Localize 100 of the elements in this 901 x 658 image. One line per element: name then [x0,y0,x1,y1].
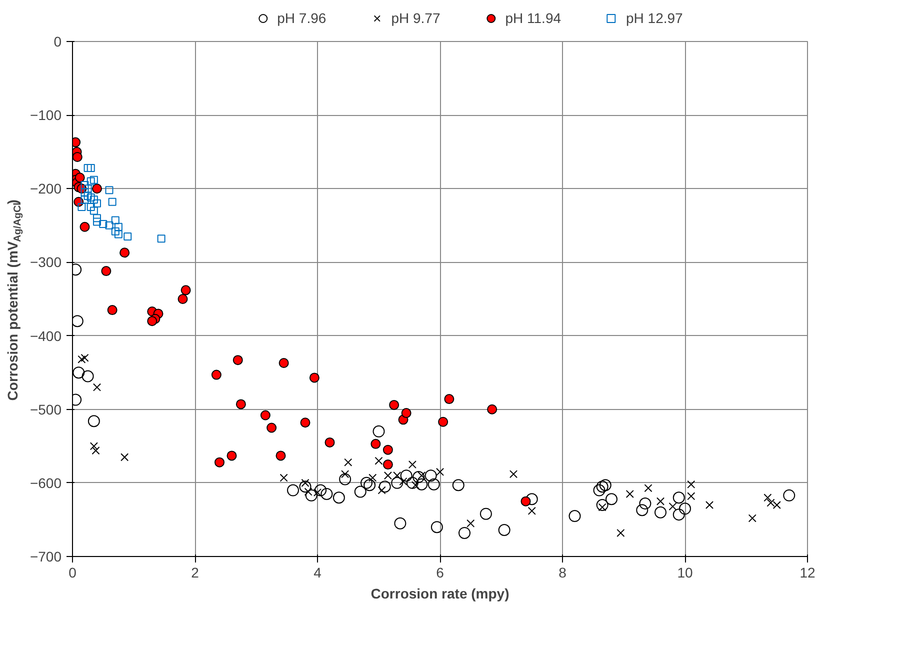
x-tick-label: 2 [191,564,200,580]
point [672,508,685,521]
point [287,484,299,496]
point [428,478,440,490]
point [354,486,366,498]
point [528,506,536,515]
point [90,206,98,215]
point [568,510,581,522]
point [111,216,120,224]
point [399,477,408,486]
y-axis-title: Corrosion potential (mVAg/AgCl) [4,200,24,401]
point [370,438,381,449]
y-tick-label: −600 [30,474,62,491]
point [108,198,116,206]
point [101,266,112,276]
point [593,484,606,496]
point [90,442,98,450]
point [599,479,612,492]
point [487,404,498,414]
point [86,193,95,202]
point [86,164,95,172]
point [596,480,608,493]
x-tick-label: 10 [677,564,693,580]
x-tick-label: 12 [800,564,816,580]
point [86,177,95,186]
legend-label: pH 11.94 [505,10,562,26]
point [466,519,475,528]
point [406,476,418,489]
point [748,514,756,522]
point [80,188,89,196]
point [276,450,286,461]
point [214,457,224,468]
point [344,458,352,466]
point [394,517,406,530]
point [309,372,320,383]
point [679,502,691,515]
point [668,502,677,511]
point [124,232,132,240]
point [368,474,377,482]
point [72,315,84,328]
point [72,366,85,379]
point [458,526,470,539]
point [178,294,188,304]
point [84,192,92,200]
point [636,504,648,516]
point [99,220,108,228]
point [364,479,376,492]
point [378,480,391,493]
point [391,476,404,489]
x-axis-title: Corrosion rate (mpy) [370,586,510,602]
point [93,199,101,208]
point [332,492,345,504]
legend-label: pH 9.77 [391,10,440,26]
point [480,508,492,520]
point [360,476,372,489]
point [260,410,270,420]
point [114,230,122,238]
point [372,425,385,438]
point [430,521,443,534]
legend-label: pH 12.97 [626,10,683,26]
point [339,473,352,486]
point [84,164,92,172]
point [80,354,89,362]
point [408,460,416,469]
point [93,218,101,226]
point [90,176,98,184]
point [278,358,289,368]
point [114,222,122,231]
point [382,444,393,455]
point [656,497,665,506]
point [616,528,625,537]
point [320,488,333,500]
point [389,400,400,410]
point [232,355,243,366]
point [299,480,312,493]
point [82,370,94,382]
point [705,500,714,510]
point [324,437,335,448]
point [80,222,90,232]
y-tick-label: 0 [54,34,62,50]
point [211,370,222,380]
y-tick-label: −200 [30,180,62,197]
point [93,214,101,222]
point [452,479,464,492]
point [764,494,772,502]
y-tick-label: −400 [30,328,62,344]
point [438,416,448,427]
point [80,180,89,189]
point [80,196,89,204]
point [92,383,102,392]
x-tick-label: 8 [558,564,567,580]
point [78,203,86,212]
point [111,227,120,236]
point [374,456,383,465]
point [266,422,277,433]
x-tick-label: 0 [68,564,77,580]
point [226,450,237,461]
point [120,248,130,258]
point [526,493,538,506]
point [783,489,796,502]
